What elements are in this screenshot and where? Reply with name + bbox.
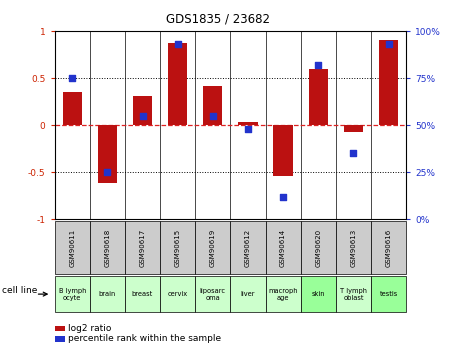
Bar xyxy=(238,122,257,125)
Text: cervix: cervix xyxy=(168,291,188,297)
Text: GSM90620: GSM90620 xyxy=(315,228,321,267)
Text: GDS1835 / 23682: GDS1835 / 23682 xyxy=(167,12,270,25)
Bar xyxy=(379,40,398,125)
Point xyxy=(68,75,76,81)
Point xyxy=(174,41,181,47)
Text: GSM90611: GSM90611 xyxy=(69,228,75,267)
Text: cell line: cell line xyxy=(2,286,38,295)
Text: B lymph
ocyte: B lymph ocyte xyxy=(58,288,86,300)
Text: GSM90612: GSM90612 xyxy=(245,228,251,267)
Text: GSM90613: GSM90613 xyxy=(351,228,356,267)
Text: brain: brain xyxy=(99,291,116,297)
Bar xyxy=(344,125,363,132)
Text: breast: breast xyxy=(132,291,153,297)
Bar xyxy=(203,86,222,125)
Text: GSM90615: GSM90615 xyxy=(175,228,180,267)
Text: liposarc
oma: liposarc oma xyxy=(200,288,226,300)
Bar xyxy=(63,92,82,125)
Text: macroph
age: macroph age xyxy=(268,288,298,300)
Point xyxy=(314,62,322,68)
Text: percentile rank within the sample: percentile rank within the sample xyxy=(68,334,221,343)
Bar xyxy=(309,69,328,125)
Text: GSM90618: GSM90618 xyxy=(104,228,110,267)
Point xyxy=(279,194,287,199)
Bar xyxy=(133,96,152,125)
Text: GSM90616: GSM90616 xyxy=(386,228,391,267)
Point xyxy=(385,41,392,47)
Point xyxy=(209,113,217,118)
Text: skin: skin xyxy=(312,291,325,297)
Text: GSM90619: GSM90619 xyxy=(210,228,216,267)
Bar xyxy=(98,125,117,183)
Text: GSM90614: GSM90614 xyxy=(280,228,286,267)
Text: testis: testis xyxy=(380,291,398,297)
Bar xyxy=(274,125,293,176)
Text: T lymph
oblast: T lymph oblast xyxy=(340,288,367,300)
Point xyxy=(350,150,357,156)
Bar xyxy=(168,43,187,125)
Point xyxy=(244,126,252,131)
Text: log2 ratio: log2 ratio xyxy=(68,324,111,333)
Text: liver: liver xyxy=(241,291,255,297)
Point xyxy=(139,113,146,118)
Point xyxy=(104,169,111,175)
Text: GSM90617: GSM90617 xyxy=(140,228,145,267)
